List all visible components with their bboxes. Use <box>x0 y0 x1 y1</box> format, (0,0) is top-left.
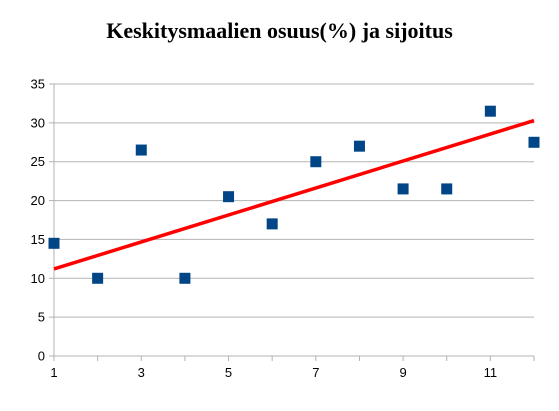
data-point <box>223 191 235 203</box>
data-point <box>441 183 453 195</box>
data-point <box>310 156 322 168</box>
y-tick-label: 30 <box>31 115 45 130</box>
y-tick-label: 0 <box>38 349 45 364</box>
data-point <box>528 136 540 148</box>
data-points <box>48 105 540 284</box>
x-tick-label: 5 <box>225 365 232 380</box>
gridlines <box>54 83 534 318</box>
data-point <box>179 272 191 284</box>
chart-title: Keskitysmaalien osuus(%) ja sijoitus <box>106 18 453 43</box>
data-point <box>135 144 147 156</box>
trendline-layer <box>53 118 535 271</box>
x-tick-label: 7 <box>312 365 319 380</box>
y-tick-label: 20 <box>31 193 45 208</box>
y-tick-label: 25 <box>31 154 45 169</box>
data-point <box>266 218 278 230</box>
data-point <box>92 272 104 284</box>
x-tick-label: 3 <box>138 365 145 380</box>
data-point <box>48 237 60 249</box>
x-tick-label: 1 <box>50 365 57 380</box>
x-tick-label: 11 <box>484 365 498 380</box>
data-point <box>353 140 365 152</box>
data-point <box>484 105 496 117</box>
y-tick-label: 35 <box>31 77 45 92</box>
axes <box>49 83 535 361</box>
y-tick-label: 5 <box>38 310 45 325</box>
data-point <box>397 183 409 195</box>
y-tick-label: 10 <box>31 271 45 286</box>
y-tick-label: 15 <box>31 232 45 247</box>
trendline <box>53 118 535 271</box>
x-tick-label: 9 <box>399 365 406 380</box>
